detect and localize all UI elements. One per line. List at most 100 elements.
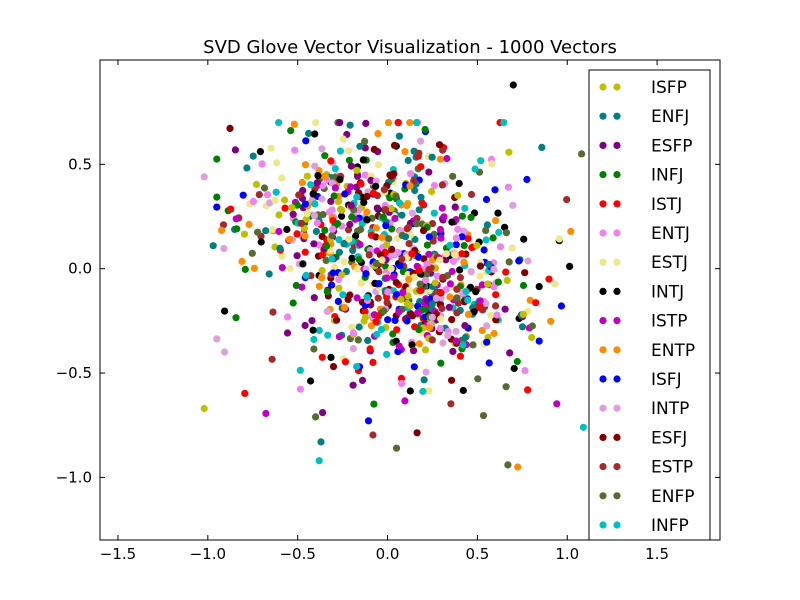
- scatter-point: [501, 223, 509, 231]
- scatter-point: [265, 270, 273, 278]
- scatter-point: [401, 397, 409, 405]
- scatter-point: [384, 316, 392, 324]
- scatter-point: [367, 176, 375, 184]
- scatter-point: [268, 355, 276, 363]
- scatter-point: [289, 210, 297, 218]
- scatter-point: [458, 250, 466, 258]
- scatter-point: [355, 323, 363, 331]
- scatter-point: [461, 322, 469, 330]
- legend-marker: [613, 346, 621, 354]
- legend-label: INTP: [651, 399, 689, 419]
- scatter-point: [375, 268, 383, 276]
- scatter-point: [502, 229, 510, 237]
- scatter-point: [532, 299, 540, 307]
- scatter-point: [303, 210, 311, 218]
- scatter-point: [504, 461, 512, 469]
- scatter-point: [311, 162, 319, 170]
- scatter-point: [245, 220, 253, 228]
- legend-label: INFP: [651, 516, 689, 536]
- scatter-point: [393, 326, 401, 334]
- scatter-point: [437, 359, 445, 367]
- scatter-point: [447, 400, 455, 408]
- scatter-point: [269, 225, 277, 233]
- scatter-point: [362, 270, 370, 278]
- scatter-point: [255, 191, 263, 199]
- scatter-point: [339, 291, 347, 299]
- scatter-point: [503, 276, 511, 284]
- scatter-point: [436, 256, 444, 264]
- scatter-point: [415, 326, 423, 334]
- legend-label: ESTP: [651, 458, 693, 478]
- legend-entry: ISTP: [599, 312, 687, 332]
- plot-frame: [99, 59, 721, 541]
- scatter-point: [354, 336, 362, 344]
- scatter-point: [307, 377, 315, 385]
- scatter-point: [310, 345, 318, 353]
- scatter-point: [483, 322, 491, 330]
- scatter-point: [241, 389, 249, 397]
- legend-marker: [599, 375, 607, 383]
- scatter-point: [353, 265, 361, 273]
- scatter-point: [451, 203, 459, 211]
- scatter-point: [403, 317, 411, 325]
- scatter-point: [374, 161, 382, 169]
- scatter-point: [413, 220, 421, 228]
- scatter-point: [455, 179, 463, 188]
- scatter-point: [213, 335, 221, 343]
- scatter-point: [428, 187, 436, 196]
- scatter-point: [275, 211, 283, 219]
- scatter-point: [501, 305, 509, 313]
- scatter-point: [361, 137, 369, 145]
- scatter-point: [476, 262, 484, 270]
- scatter-point: [263, 191, 272, 199]
- scatter-point: [301, 161, 310, 169]
- scatter-point: [252, 180, 261, 188]
- scatter-point: [473, 241, 481, 250]
- scatter-point: [218, 226, 226, 234]
- legend-marker: [599, 346, 607, 354]
- scatter-point: [403, 201, 411, 210]
- scatter-point: [528, 333, 536, 342]
- scatter-point: [357, 225, 365, 234]
- scatter-point: [347, 201, 355, 209]
- scatter-point: [370, 145, 378, 153]
- scatter-point: [408, 341, 416, 349]
- x-tick-label: 1.5: [645, 545, 669, 563]
- scatter-point: [380, 186, 388, 194]
- scatter-point: [281, 204, 289, 212]
- scatter-point: [417, 163, 425, 171]
- scatter-point: [345, 156, 353, 164]
- chart-title: SVD Glove Vector Visualization - 1000 Ve…: [203, 37, 617, 58]
- scatter-point: [383, 298, 391, 306]
- scatter-point: [462, 287, 470, 296]
- scatter-point: [399, 289, 407, 297]
- legend-marker: [599, 229, 607, 237]
- scatter-point: [276, 244, 284, 252]
- scatter-point: [467, 213, 475, 221]
- scatter-point: [319, 182, 327, 190]
- scatter-point: [523, 175, 531, 184]
- scatter-point: [356, 142, 364, 150]
- scatter-point: [436, 288, 444, 296]
- scatter-point: [318, 251, 327, 259]
- scatter-point: [398, 379, 406, 388]
- scatter-point: [328, 232, 336, 240]
- scatter-point: [334, 220, 342, 228]
- scatter-point: [361, 144, 369, 152]
- scatter-point: [479, 306, 487, 314]
- scatter-point: [363, 208, 371, 216]
- scatter-point: [489, 234, 497, 242]
- scatter-point: [392, 192, 400, 200]
- scatter-point: [520, 235, 528, 243]
- scatter-point: [470, 308, 478, 316]
- scatter-point: [302, 137, 310, 145]
- legend-marker: [613, 258, 621, 266]
- scatter-point: [425, 168, 433, 176]
- scatter-point: [327, 353, 335, 361]
- scatter-point: [357, 279, 365, 287]
- scatter-point: [535, 337, 543, 345]
- scatter-point: [456, 266, 464, 274]
- legend-marker: [599, 404, 607, 412]
- scatter-point: [296, 385, 304, 393]
- scatter-point: [432, 294, 440, 302]
